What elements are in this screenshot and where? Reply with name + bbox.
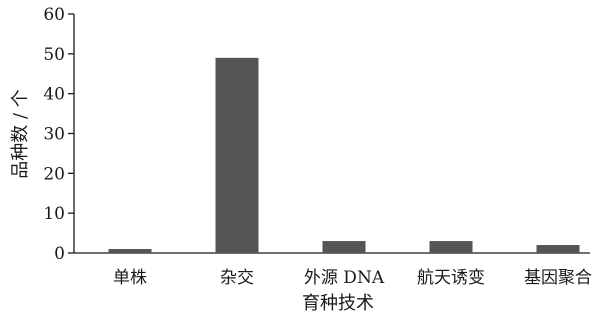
- x-axis-title: 育种技术: [302, 293, 374, 314]
- y-tick-label: 30: [43, 125, 65, 145]
- bar: [322, 241, 366, 253]
- y-tick-label: 50: [43, 45, 65, 65]
- bar: [108, 249, 152, 253]
- x-tick-label: 基因聚合: [524, 268, 592, 288]
- bar: [536, 245, 580, 253]
- y-tick-label: 40: [43, 85, 65, 105]
- x-tick-label: 外源 DNA: [304, 268, 385, 288]
- y-tick-label: 0: [54, 244, 65, 264]
- y-tick-label: 60: [43, 5, 65, 25]
- y-ticks: 0 10 20 30 40 50 60: [43, 5, 74, 264]
- x-axis: 单株 杂交 外源 DNA 航天诱变 基因聚合: [74, 252, 592, 288]
- y-tick-label: 20: [43, 164, 65, 184]
- bars: [108, 57, 580, 253]
- x-tick-label: 单株: [113, 268, 147, 288]
- bar: [429, 241, 473, 253]
- x-tick-labels: 单株 杂交 外源 DNA 航天诱变 基因聚合: [113, 268, 592, 288]
- bar: [215, 57, 259, 253]
- y-axis: 0 10 20 30 40 50 60: [43, 5, 75, 264]
- x-tick-label: 航天诱变: [417, 268, 485, 288]
- y-tick-label: 10: [43, 204, 65, 224]
- x-tick-label: 杂交: [220, 268, 254, 288]
- y-axis-title: 品种数 / 个: [10, 89, 31, 179]
